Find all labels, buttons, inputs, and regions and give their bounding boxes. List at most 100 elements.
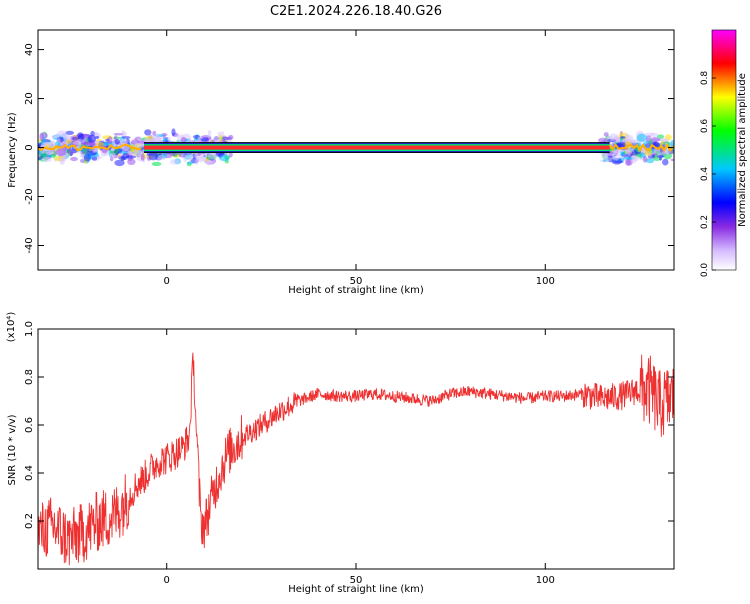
snr-x-tick-label: 0 xyxy=(164,575,170,586)
spectral-blob xyxy=(65,139,72,144)
snr-y-tick-label: 0.8 xyxy=(24,369,35,385)
colorbar-ticks: 0.0 0.2 0.4 0.6 0.8 xyxy=(700,71,716,278)
snr-y-tick-label: 0.6 xyxy=(24,417,35,433)
spectral-blob xyxy=(144,129,152,136)
spectral-blob xyxy=(203,154,206,158)
spectral-blob xyxy=(122,153,130,159)
colorbar-gradient xyxy=(712,30,736,270)
spectral-blob xyxy=(151,161,162,167)
spectral-blob xyxy=(657,155,665,158)
snr-y-tick-label: 1.0 xyxy=(24,321,35,337)
spectral-blob xyxy=(603,132,609,137)
snr-ticks: 0 50 100 0.2 0.4 0.6 0.8 1.0 xyxy=(24,321,674,586)
spectral-blob xyxy=(219,155,230,162)
colorbar-tick-label: 0.2 xyxy=(700,215,710,229)
spectral-blob xyxy=(103,141,108,145)
spectral-blob xyxy=(226,136,233,141)
snr-scale-note: (x10⁴) xyxy=(6,312,17,343)
spectral-blob xyxy=(197,156,205,163)
spectrogram-x-tick-label: 0 xyxy=(164,276,170,287)
spectral-blob xyxy=(625,149,632,156)
spectral-blob xyxy=(51,134,60,139)
spectral-blob xyxy=(670,140,674,146)
spectral-blob xyxy=(156,154,167,161)
spectral-blob xyxy=(133,148,143,157)
colorbar-tick-label: 0.8 xyxy=(700,71,710,86)
snr-plot-area xyxy=(38,352,674,566)
spectral-blob xyxy=(620,136,626,139)
spectral-blob xyxy=(148,152,159,161)
spectrogram-y-tick-label: 0 xyxy=(24,144,35,150)
spectral-blob xyxy=(65,130,75,135)
spectral-blob xyxy=(110,156,114,162)
snr-line xyxy=(38,352,674,566)
spectrogram-x-axis-label: Height of straight line (km) xyxy=(288,285,424,296)
spectral-blob xyxy=(670,158,674,162)
colorbar-tick-label: 0.0 xyxy=(700,263,710,278)
spectral-blob xyxy=(109,152,116,158)
spectral-blob xyxy=(657,134,664,139)
spectrogram-y-tick-label: 20 xyxy=(24,92,35,105)
spectral-blob xyxy=(152,136,161,142)
spectral-blob xyxy=(114,139,121,145)
snr-x-tick-label: 50 xyxy=(350,575,363,586)
colorbar-label: Normalized spectral amplitude xyxy=(737,73,748,227)
colorbar-tick-label: 0.6 xyxy=(700,119,710,134)
spectral-blob xyxy=(625,158,631,166)
spectral-blob xyxy=(187,155,193,161)
spectral-blob xyxy=(59,156,65,165)
spectral-blob xyxy=(42,156,52,163)
spectrogram-y-tick-label: -40 xyxy=(24,237,35,253)
spectral-blob xyxy=(92,149,97,153)
spectral-blob xyxy=(642,155,648,163)
snr-y-tick-label: 0.4 xyxy=(24,465,35,481)
colorbar-tick-label: 0.4 xyxy=(700,167,710,182)
spectral-blob xyxy=(77,132,84,139)
spectral-blob xyxy=(631,155,640,162)
figure-title: C2E1.2024.226.18.40.G26 xyxy=(270,4,442,19)
spectral-blob xyxy=(650,137,661,142)
spectrogram-x-tick-label: 100 xyxy=(536,276,555,287)
spectral-blob xyxy=(73,140,82,145)
spectral-blob xyxy=(644,132,655,136)
spectral-blob xyxy=(222,135,227,140)
spectral-blob xyxy=(83,153,91,162)
spectrogram-y-tick-label: -20 xyxy=(24,188,35,204)
spectral-blob xyxy=(207,129,212,138)
spectral-blob xyxy=(171,128,176,136)
spectral-blob xyxy=(64,135,70,139)
spectral-blob xyxy=(55,148,67,156)
spectral-blob xyxy=(662,158,669,166)
spectral-blob xyxy=(39,132,45,141)
spectral-blob xyxy=(645,158,655,164)
colorbar-frame xyxy=(711,29,737,271)
spectral-blob xyxy=(61,132,65,137)
snr-x-axis-label: Height of straight line (km) xyxy=(288,584,424,595)
spectral-blob xyxy=(624,132,629,140)
spectral-blob xyxy=(611,152,621,161)
band-core xyxy=(144,145,610,150)
spectral-blob xyxy=(83,147,88,155)
spectral-blob xyxy=(121,136,131,139)
spectral-blob xyxy=(219,134,223,143)
spectral-blob xyxy=(195,156,199,165)
spectral-blob xyxy=(186,161,194,165)
spectral-blob xyxy=(208,152,216,160)
spectrogram-area xyxy=(38,128,674,167)
spectral-blob xyxy=(170,159,180,165)
colorbar: 0.0 0.2 0.4 0.6 0.8 Normalized spectral ampl… xyxy=(700,29,748,278)
spectral-blob xyxy=(609,133,619,141)
spectral-blob xyxy=(95,136,100,139)
spectral-blob xyxy=(87,134,97,143)
spectrogram-y-tick-label: 40 xyxy=(24,43,35,56)
spectral-blob xyxy=(636,133,647,142)
spectral-blob xyxy=(619,151,624,157)
snr-frame xyxy=(37,328,675,570)
snr-y-tick-label: 0.2 xyxy=(24,513,35,529)
spectral-blob xyxy=(114,159,125,167)
spectrogram-x-tick-label: 50 xyxy=(350,276,363,287)
spectral-blob xyxy=(113,132,123,136)
spectral-blob xyxy=(197,136,204,140)
band-trace xyxy=(608,143,674,153)
